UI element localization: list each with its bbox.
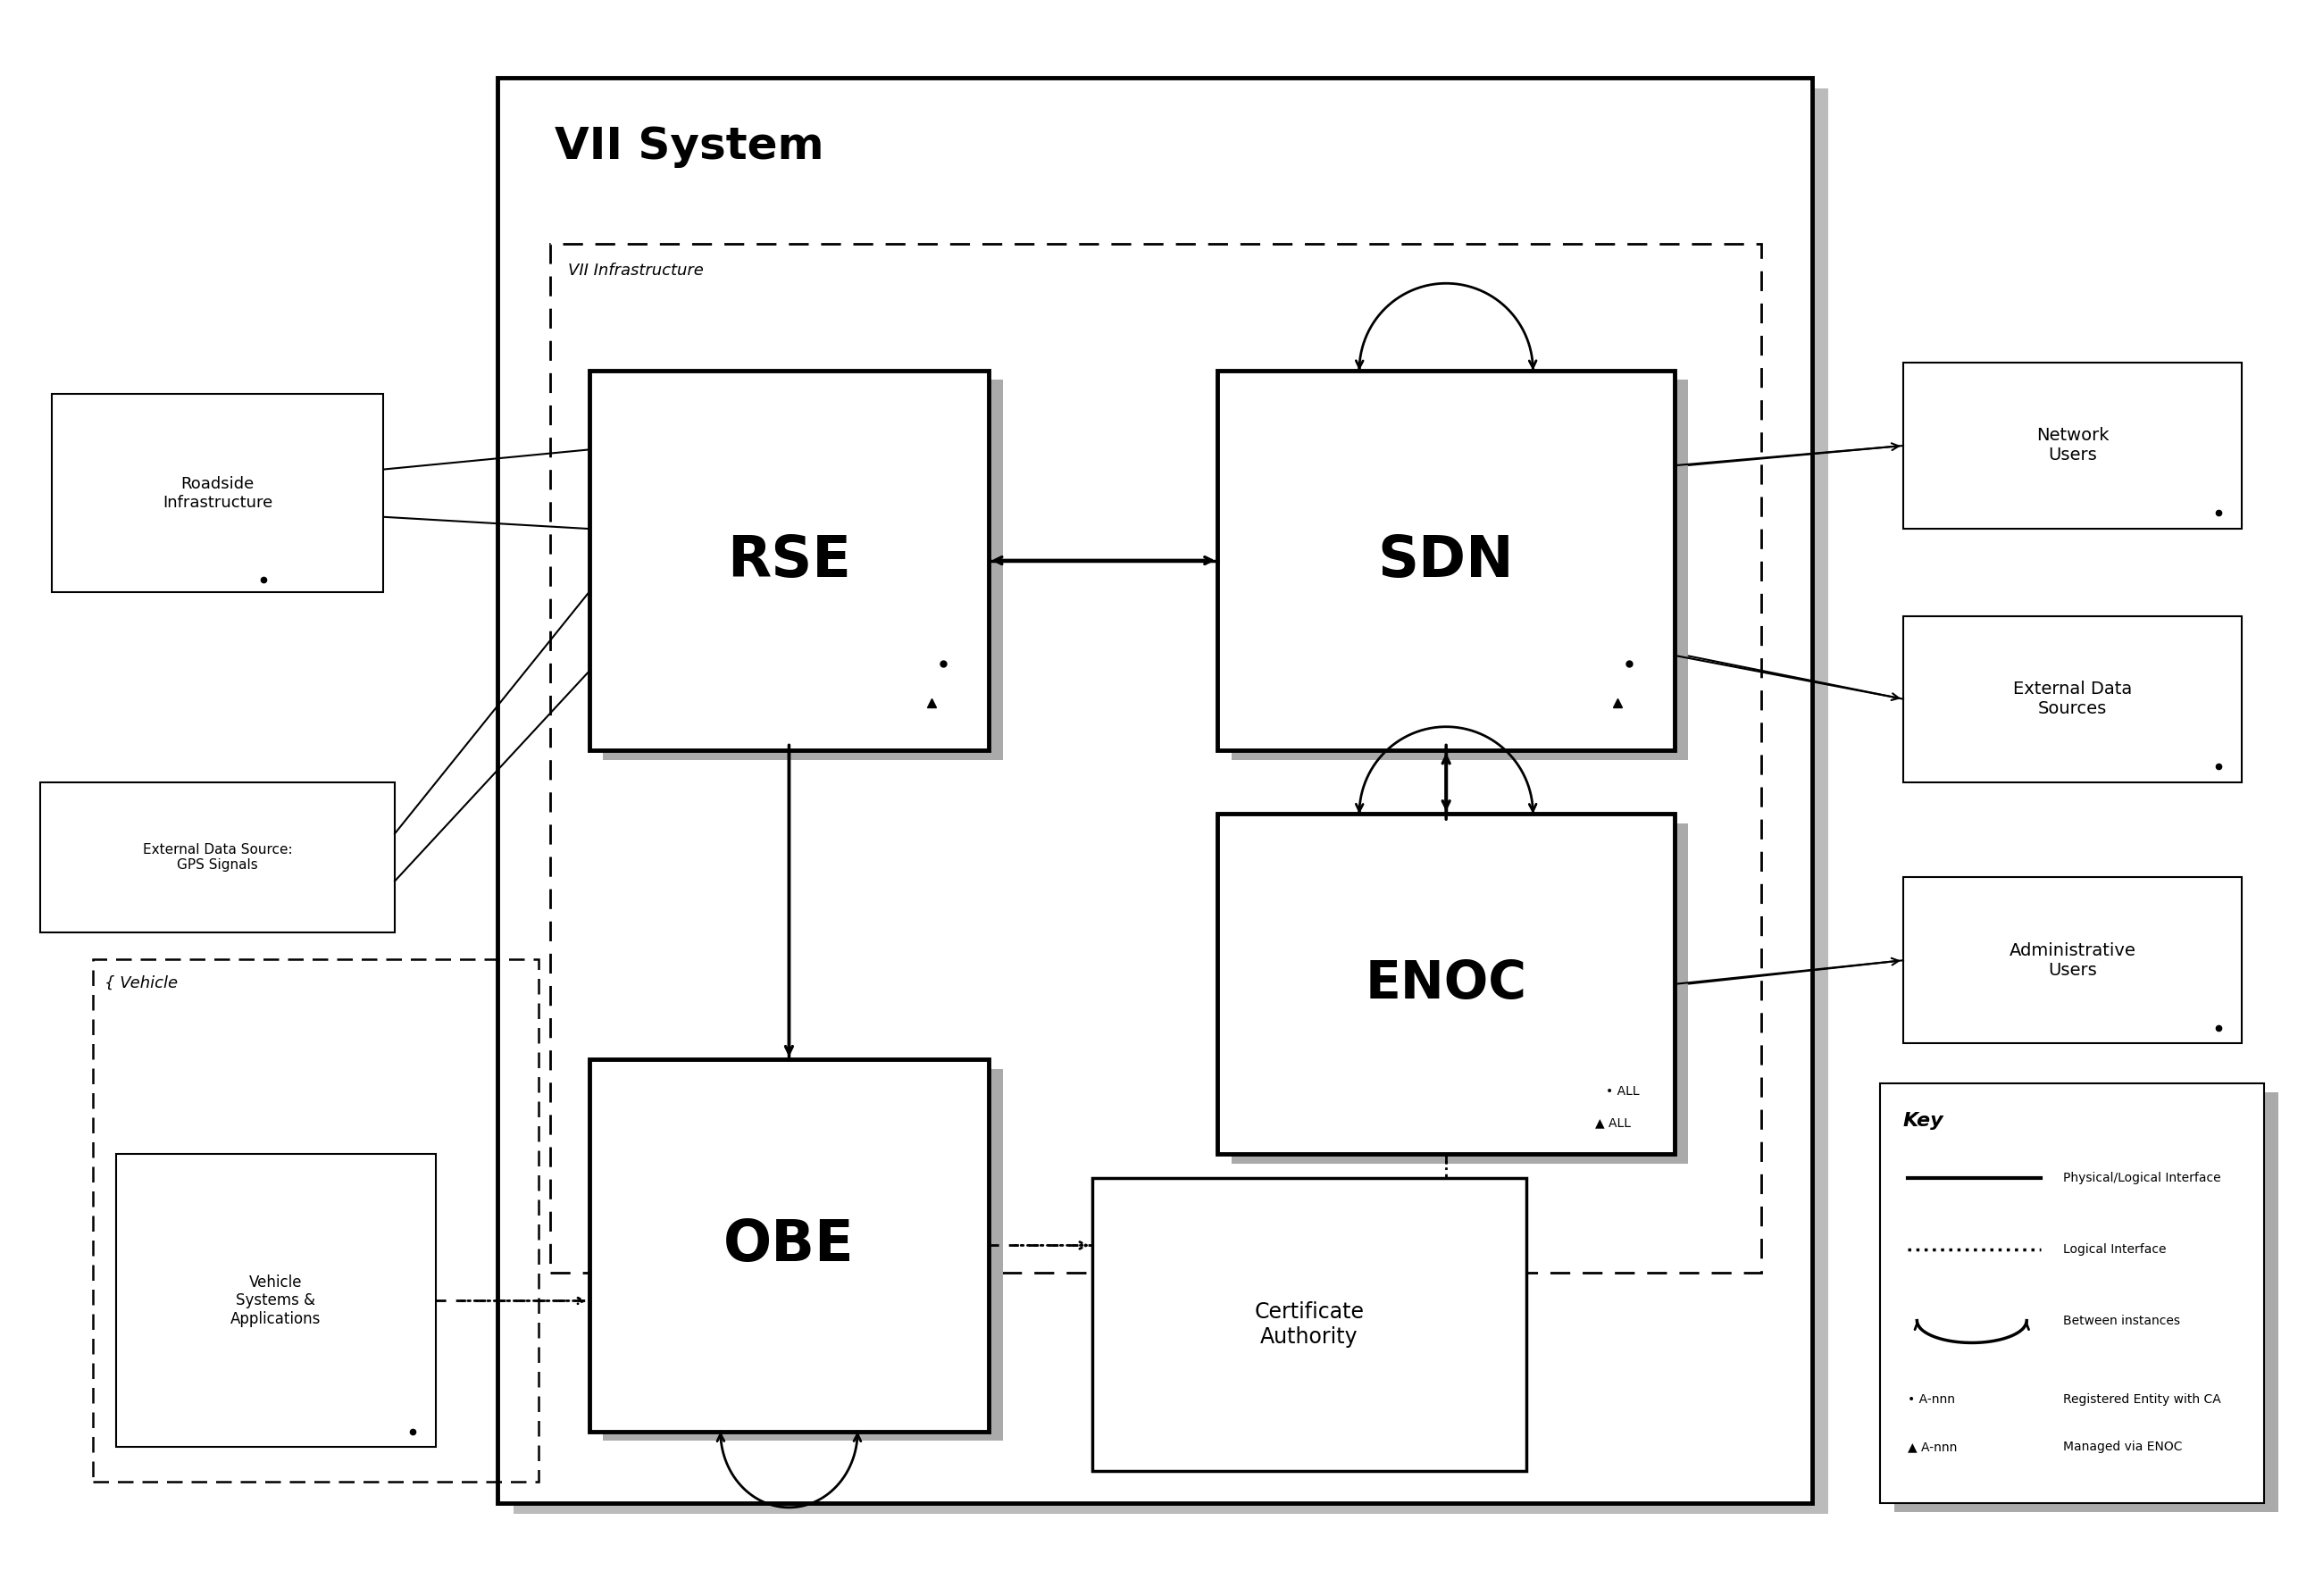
FancyBboxPatch shape (1092, 1178, 1526, 1472)
Text: VII Infrastructure: VII Infrastructure (568, 263, 703, 279)
Text: Roadside
Infrastructure: Roadside Infrastructure (163, 476, 273, 511)
FancyBboxPatch shape (499, 78, 1811, 1503)
Text: RSE: RSE (726, 533, 850, 589)
FancyBboxPatch shape (1218, 814, 1675, 1154)
FancyBboxPatch shape (588, 370, 988, 750)
Text: External Data
Sources: External Data Sources (2013, 681, 2133, 717)
FancyBboxPatch shape (1894, 1093, 2277, 1511)
FancyBboxPatch shape (41, 782, 395, 932)
Text: Logical Interface: Logical Interface (2064, 1243, 2167, 1256)
Text: • ALL: • ALL (1606, 1085, 1641, 1096)
Text: ENOC: ENOC (1365, 959, 1526, 1010)
FancyBboxPatch shape (1218, 370, 1675, 750)
FancyBboxPatch shape (1903, 878, 2241, 1044)
FancyBboxPatch shape (602, 380, 1002, 760)
Text: Managed via ENOC: Managed via ENOC (2064, 1441, 2183, 1454)
FancyBboxPatch shape (1880, 1084, 2264, 1503)
FancyBboxPatch shape (1903, 362, 2241, 528)
Text: • A-nnn: • A-nnn (1907, 1393, 1956, 1406)
Text: Between instances: Between instances (2064, 1315, 2181, 1326)
Text: External Data Source:
GPS Signals: External Data Source: GPS Signals (142, 843, 292, 871)
FancyBboxPatch shape (1903, 616, 2241, 782)
Text: ▲ A-nnn: ▲ A-nnn (1907, 1441, 1958, 1454)
Text: Registered Entity with CA: Registered Entity with CA (2064, 1393, 2222, 1406)
Text: Administrative
Users: Administrative Users (2008, 942, 2135, 978)
Text: VII System: VII System (554, 124, 825, 168)
Text: Vehicle
Systems &
Applications: Vehicle Systems & Applications (230, 1274, 322, 1328)
Text: Certificate
Authority: Certificate Authority (1255, 1301, 1365, 1347)
FancyBboxPatch shape (53, 394, 384, 592)
FancyBboxPatch shape (588, 1060, 988, 1432)
Text: Network
Users: Network Users (2036, 428, 2110, 464)
FancyBboxPatch shape (515, 88, 1827, 1513)
FancyBboxPatch shape (602, 1069, 1002, 1441)
Text: Physical/Logical Interface: Physical/Logical Interface (2064, 1171, 2220, 1184)
Text: SDN: SDN (1379, 533, 1514, 589)
Text: OBE: OBE (724, 1218, 855, 1274)
Text: ▲ ALL: ▲ ALL (1595, 1116, 1629, 1128)
FancyBboxPatch shape (1232, 824, 1689, 1163)
FancyBboxPatch shape (1232, 380, 1689, 760)
Text: Key: Key (1903, 1111, 1944, 1130)
Text: { Vehicle: { Vehicle (103, 975, 177, 991)
FancyBboxPatch shape (115, 1154, 437, 1448)
